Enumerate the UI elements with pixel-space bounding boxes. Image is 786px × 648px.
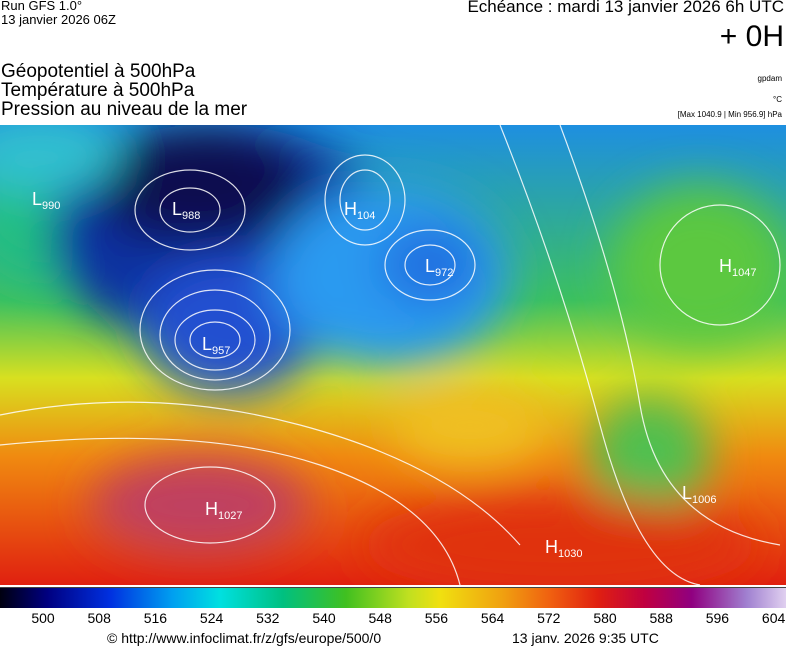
center-value: 104 bbox=[357, 210, 375, 222]
title-3: Pression au niveau de la mer bbox=[1, 99, 248, 120]
colorbar-label: 564 bbox=[480, 610, 505, 626]
pressure-center: L957 bbox=[202, 334, 230, 357]
source-url: © http://www.infoclimat.fr/z/gfs/europe/… bbox=[107, 630, 382, 646]
title-2: Température à 500hPa bbox=[1, 80, 195, 101]
colorbar bbox=[0, 587, 786, 608]
pressure-center: L990 bbox=[32, 189, 60, 212]
center-value: 1006 bbox=[692, 494, 716, 506]
pressure-center: H1030 bbox=[545, 537, 582, 560]
center-letter: L bbox=[682, 483, 692, 503]
pressure-center: H1027 bbox=[205, 499, 242, 522]
timestamp: 13 janv. 2026 9:35 UTC bbox=[512, 630, 659, 646]
pressure-center: L972 bbox=[425, 256, 453, 279]
center-value: 1047 bbox=[732, 267, 756, 279]
center-value: 990 bbox=[42, 200, 60, 212]
colorbar-label: 580 bbox=[593, 610, 617, 626]
center-letter: H bbox=[719, 256, 732, 276]
colorbar-label: 540 bbox=[312, 610, 336, 626]
pressure-center: H104 bbox=[344, 199, 375, 222]
colorbar-label: 604 bbox=[761, 610, 786, 626]
pressure-center: H1047 bbox=[719, 256, 756, 279]
center-letter: H bbox=[205, 499, 218, 519]
colorbar-label: 524 bbox=[199, 610, 224, 626]
center-value: 972 bbox=[435, 267, 453, 279]
center-value: 957 bbox=[212, 345, 230, 357]
run-date: 13 janvier 2026 06Z bbox=[1, 12, 116, 27]
center-value: 988 bbox=[182, 210, 200, 222]
colorbar-label: 516 bbox=[143, 610, 168, 626]
pressure-range: [Max 1040.9 | Min 956.9] hPa bbox=[677, 110, 782, 119]
colorbar-label: 596 bbox=[705, 610, 730, 626]
colorbar-label: 588 bbox=[649, 610, 673, 626]
forecast-time: Echéance : mardi 13 janvier 2026 6h UTC bbox=[467, 0, 784, 16]
colorbar-label: 572 bbox=[537, 610, 561, 626]
colorbar-label: 548 bbox=[368, 610, 392, 626]
center-value: 1030 bbox=[558, 548, 582, 560]
colorbar-label: 556 bbox=[424, 610, 449, 626]
pressure-center: L1006 bbox=[682, 483, 717, 506]
center-letter: H bbox=[545, 537, 558, 557]
colorbar-label: 500 bbox=[31, 610, 55, 626]
center-letter: H bbox=[344, 199, 357, 219]
center-letter: L bbox=[425, 256, 435, 276]
unit-geopotential: gpdam bbox=[757, 74, 782, 83]
colorbar-label: 508 bbox=[87, 610, 111, 626]
center-letter: L bbox=[202, 334, 212, 354]
pressure-center: L988 bbox=[172, 199, 200, 222]
unit-temperature: °C bbox=[773, 95, 782, 104]
title-1: Géopotentiel à 500hPa bbox=[1, 61, 196, 82]
center-letter: L bbox=[32, 189, 42, 209]
center-value: 1027 bbox=[218, 510, 242, 522]
run-label: Run GFS 1.0° bbox=[1, 0, 83, 13]
colorbar-label: 532 bbox=[256, 610, 280, 626]
center-letter: L bbox=[172, 199, 182, 219]
lead-time: + 0H bbox=[719, 20, 784, 53]
